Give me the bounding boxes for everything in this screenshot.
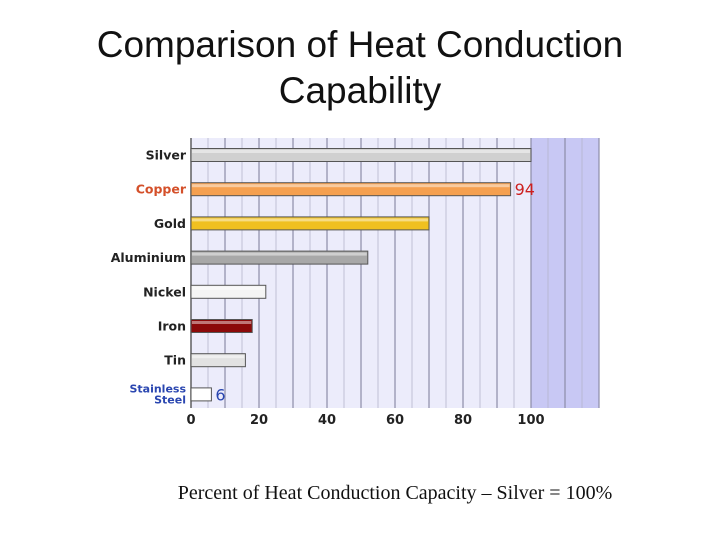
bar-tin: [190, 353, 246, 368]
x-tick-label: 20: [250, 413, 268, 428]
category-label-stainless-steel: Stainless Steel: [129, 382, 186, 406]
data-labels: 94 6: [215, 180, 535, 404]
category-label-tin: Tin: [164, 353, 186, 368]
chart-bars: [190, 148, 532, 402]
bar-copper: [190, 182, 512, 197]
data-label-stainless-steel: 6: [215, 385, 225, 404]
category-label-line: Stainless: [129, 382, 186, 395]
bar-iron: [190, 319, 253, 333]
bar-shine-iron: [192, 321, 252, 324]
bar-gold: [190, 216, 430, 231]
category-labels: Silver Copper Gold Aluminium Nickel Iron Tin St…: [111, 148, 187, 407]
bar-silver: [190, 148, 532, 162]
bar-nickel: [190, 284, 267, 299]
bar-stainless-steel: [190, 387, 212, 402]
bar-shine-stainless-steel: [192, 389, 211, 393]
bar-shine-copper: [192, 184, 510, 188]
x-tick-label: 100: [517, 413, 544, 428]
bar-shine-gold: [192, 218, 428, 222]
bar-aluminium: [190, 250, 369, 265]
category-label-copper: Copper: [136, 182, 187, 197]
bar-shine-tin: [192, 355, 245, 359]
x-tick-label: 80: [454, 413, 472, 428]
data-label-copper: 94: [515, 180, 535, 199]
x-tick-label: 40: [318, 413, 336, 428]
bar-shine-aluminium: [192, 252, 367, 256]
x-tick-label: 60: [386, 413, 404, 428]
category-label-nickel: Nickel: [143, 284, 186, 299]
conduction-bar-chart: Silver Copper Gold Aluminium Nickel Iron Tin St…: [111, 138, 600, 428]
bar-shine-silver: [192, 150, 530, 153]
x-tick-label: 0: [186, 413, 195, 428]
category-label-line: Steel: [154, 393, 186, 406]
slide-title-line-2: Capability: [278, 70, 442, 111]
x-tick-labels: 0 20 40 60 80 100: [186, 413, 544, 428]
category-label-aluminium: Aluminium: [111, 250, 186, 265]
chart-caption: Percent of Heat Conduction Capacity – Si…: [177, 482, 613, 504]
slide-title: Comparison of Heat Conduction Capability: [0, 22, 720, 114]
slide-title-line-1: Comparison of Heat Conduction: [96, 24, 624, 65]
category-label-silver: Silver: [146, 148, 187, 163]
category-label-gold: Gold: [154, 216, 186, 231]
bar-shine-nickel: [192, 286, 265, 290]
category-label-iron: Iron: [158, 319, 186, 334]
